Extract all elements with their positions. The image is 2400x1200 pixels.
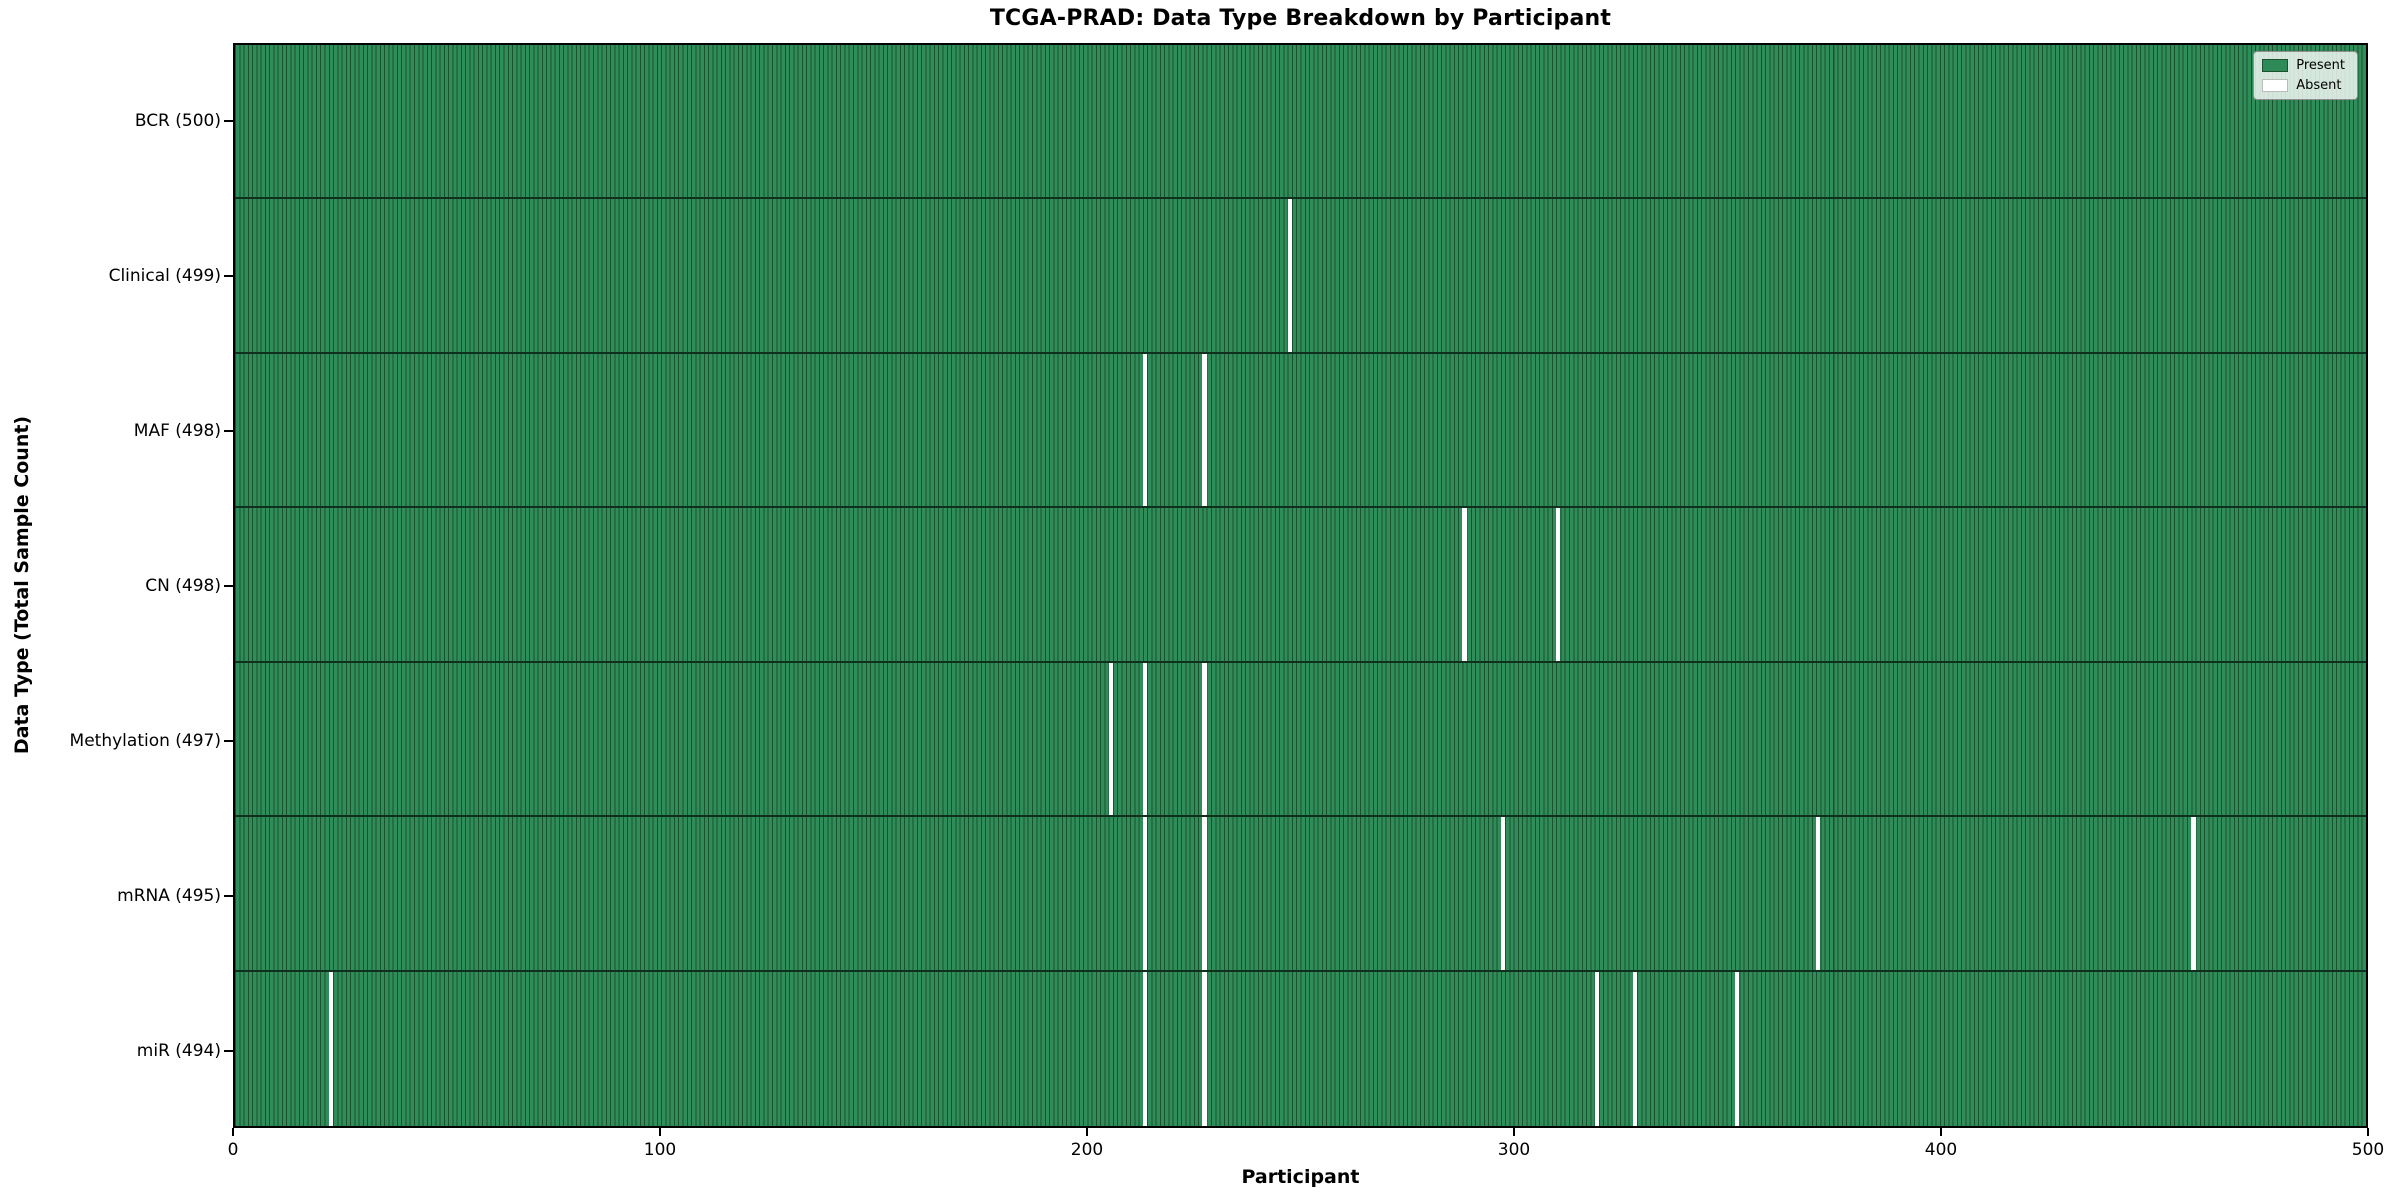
legend-item-absent: Absent <box>2262 78 2345 93</box>
present-swatch-icon <box>2262 59 2289 72</box>
absent-gap <box>1202 817 1207 970</box>
legend: Present Absent <box>2253 51 2358 100</box>
absent-gap <box>1500 817 1506 970</box>
x-tick-mark <box>1086 1128 1088 1136</box>
x-tick-mark <box>232 1128 234 1136</box>
row-band-methylation <box>235 662 2366 818</box>
absent-gap <box>1142 353 1148 507</box>
absent-gap <box>1632 971 1638 1126</box>
y-tick-mark <box>224 429 233 432</box>
y-tick-mark <box>224 274 233 277</box>
row-band-mir <box>235 971 2366 1126</box>
y-tick-label-maf: MAF (498) <box>133 420 221 441</box>
x-tick-mark <box>1513 1128 1515 1136</box>
absent-gap <box>1142 817 1148 970</box>
x-tick-label-100: 100 <box>643 1140 677 1160</box>
row-band-mrna <box>235 817 2366 972</box>
x-tick-label-200: 200 <box>1070 1140 1104 1160</box>
x-axis-label: Participant <box>1241 1166 1360 1188</box>
absent-gap <box>1594 971 1599 1126</box>
absent-gap <box>1108 662 1113 816</box>
plot-area: Present Absent <box>233 43 2368 1128</box>
absent-gap <box>328 971 333 1126</box>
row-band-maf <box>235 353 2366 509</box>
y-tick-label-mir: miR (494) <box>136 1040 221 1061</box>
x-tick-label-300: 300 <box>1497 1140 1531 1160</box>
absent-swatch-icon <box>2262 79 2289 92</box>
x-tick-label-0: 0 <box>227 1140 239 1160</box>
absent-gap <box>1202 353 1207 507</box>
absent-gap <box>2191 817 2196 970</box>
absent-gap <box>1816 817 1821 970</box>
x-tick-label-500: 500 <box>2351 1140 2385 1160</box>
absent-gap <box>1202 971 1207 1126</box>
y-tick-label-bcr: BCR (500) <box>134 110 221 131</box>
x-tick-mark <box>2367 1128 2369 1136</box>
row-band-bcr <box>235 45 2366 200</box>
y-tick-label-methylation: Methylation (497) <box>69 730 221 751</box>
y-tick-label-cn: CN (498) <box>145 575 221 596</box>
row-band-cn <box>235 508 2366 663</box>
absent-gap <box>1556 508 1561 661</box>
absent-gap <box>1462 508 1467 661</box>
x-tick-label-400: 400 <box>1924 1140 1958 1160</box>
x-tick-mark <box>659 1128 661 1136</box>
y-tick-mark <box>224 739 233 742</box>
row-band-clinical <box>235 199 2366 354</box>
absent-gap <box>1202 662 1207 816</box>
y-tick-label-mrna: mRNA (495) <box>117 885 221 906</box>
absent-gap <box>1142 971 1148 1126</box>
absent-gap <box>1287 199 1292 352</box>
y-tick-mark <box>224 894 233 897</box>
absent-gap <box>1142 662 1148 816</box>
legend-item-present: Present <box>2262 58 2345 73</box>
absent-gap <box>1735 971 1740 1126</box>
x-tick-mark <box>1940 1128 1942 1136</box>
chart-title: TCGA-PRAD: Data Type Breakdown by Partic… <box>989 6 1612 31</box>
y-tick-mark <box>224 119 233 122</box>
y-tick-label-clinical: Clinical (499) <box>108 265 221 286</box>
y-tick-mark <box>224 1049 233 1052</box>
legend-label-present: Present <box>2296 58 2345 73</box>
legend-label-absent: Absent <box>2296 78 2342 93</box>
y-tick-mark <box>224 584 233 587</box>
